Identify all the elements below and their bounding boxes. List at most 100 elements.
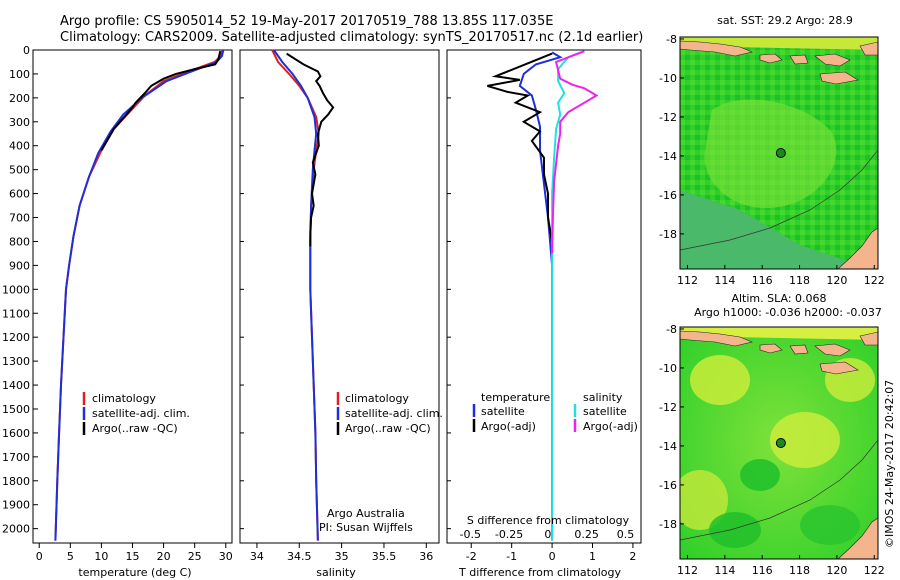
sla-green-blob-2 [709,512,761,548]
temperature-ytick-label: 100 [9,68,30,81]
salinity-xtick-label: 35 [335,550,349,563]
sla-map-xtick-label: 112 [677,564,698,577]
temperature-xtick-label: 5 [67,550,74,563]
sla-map-xtick-label: 120 [826,564,847,577]
sst-map-xtick-label: 112 [677,274,698,287]
sst-land-bali [759,53,783,64]
temperature-legend-climatology: climatology [92,392,156,405]
salinity-annotation-line1: Argo Australia [327,507,405,520]
temperature-panel: 0 5 10 15 20 25 300100200300400500600700800900… [2,44,233,579]
temperature-xtick-label: 25 [188,550,202,563]
temperature-ytick-label: 600 [9,188,30,201]
sla-green-blob-3 [800,505,860,545]
difference-top-tick-label: 0 [544,528,551,541]
sla-yellow-blob-1 [690,355,750,405]
sla-map-frame [679,326,879,560]
difference-legend-s-satellite: satellite [583,405,627,418]
difference-top-tick-label: -0.5 [460,528,481,541]
difference-series-1 [487,52,554,242]
difference-legend: temperature satellite Argo(-adj) salinit… [472,391,638,433]
temperature-ytick-label: 500 [9,164,30,177]
sst-land-australia [837,227,878,269]
sla-land-sumba [819,361,859,375]
sst-map-title: sat. SST: 29.2 Argo: 28.9 [717,14,853,27]
sla-map: Altim. SLA: 0.068 Argo h1000: -0.036 h20… [659,292,885,577]
difference-panel: -2 -1 0 1 2 -0.5 -0.25 0 0.25 0.5 temperature sat… [446,49,642,579]
temperature-xtick-label: 15 [126,550,140,563]
sst-map-xtick-label: 118 [789,274,810,287]
temperature-ytick-label: 400 [9,140,30,153]
sla-land-lombok [789,344,809,355]
temperature-ytick-label: 1200 [2,331,30,344]
sst-map-xtick-label: 122 [864,274,885,287]
sla-map-ytick-label: -14 [659,440,677,453]
temperature-ytick-label: 700 [9,212,30,225]
sst-map-ytick-label: -8 [666,33,677,46]
sla-yellow-blob-2 [770,412,840,468]
sla-map-subtitle: Argo h1000: -0.036 h2000: -0.037 [694,306,882,319]
sla-map-ytick-label: -12 [659,401,677,414]
sst-land-lombok [789,54,809,65]
difference-legend-temperature-title: temperature [481,391,550,404]
temperature-plot-frame [32,49,233,544]
temperature-ytick-label: 1900 [2,499,30,512]
sst-map: sat. SST: 29.2 Argo: 28.9 112 114 116 118 12… [659,14,885,287]
difference-plot-frame [446,49,642,544]
temperature-ytick-label: 1600 [2,427,30,440]
temperature-ytick-label: 800 [9,235,30,248]
sst-map-ytick-label: -12 [659,111,677,124]
difference-legend-t-argo: Argo(-adj) [481,420,536,433]
temperature-xtick-label: 20 [157,550,171,563]
sst-map-ytick-label: -18 [659,228,677,241]
salinity-legend-argo: Argo(..raw -QC) [345,422,431,435]
difference-xtick-label: 2 [629,550,636,563]
temperature-series-0 [54,49,223,541]
temperature-ytick-label: 1000 [2,283,30,296]
sst-map-ytick-label: -10 [659,72,677,85]
watermark: ©IMOS 24-May-2017 20:42:07 [883,380,896,548]
difference-xtick-label: 1 [589,550,596,563]
temperature-xtick-label: 10 [94,550,108,563]
sla-map-xtick-label: 118 [789,564,810,577]
salinity-panel: 34 34.5 35 35.5 36 climatology satellite-adj… [239,49,443,579]
sla-map-xtick-label: 122 [864,564,885,577]
difference-legend-salinity-title: salinity [583,391,623,404]
difference-series-0 [518,51,563,541]
difference-top-tick-label: 0.25 [574,528,599,541]
sla-green-blob-1 [740,459,780,491]
salinity-xtick-label: 34 [250,550,264,563]
temperature-ytick-label: 1700 [2,451,30,464]
sla-map-ytick-label: -16 [659,479,677,492]
sst-isobath [680,149,878,251]
sst-land-sumba [819,71,859,85]
temperature-xtick-label: 0 [36,550,43,563]
difference-series-2 [551,51,581,541]
sla-map-xtick-label: 114 [714,564,735,577]
difference-legend-t-satellite: satellite [481,405,525,418]
sla-map-xtick-label: 116 [752,564,773,577]
temperature-legend-argo: Argo(..raw -QC) [92,422,178,435]
sla-map-ytick-label: -8 [666,323,677,336]
difference-top-tick-label: 0.5 [617,528,635,541]
sla-map-title: Altim. SLA: 0.068 [731,292,826,305]
temperature-ytick-label: 300 [9,116,30,129]
sla-yellow-blob-3 [680,470,728,530]
temperature-ytick-label: 1300 [2,355,30,368]
sst-map-xtick-label: 120 [826,274,847,287]
salinity-xtick-label: 34.5 [287,550,312,563]
temperature-ytick-label: 1400 [2,379,30,392]
temperature-ytick-label: 2000 [2,523,30,536]
sla-land-bali [759,343,783,354]
salinity-xtick-label: 35.5 [372,550,397,563]
salinity-legend: climatology satellite-adj. clim. Argo(..… [336,392,443,435]
salinity-legend-climatology: climatology [345,392,409,405]
temperature-series-1 [54,49,225,541]
salinity-series-2 [286,52,335,247]
difference-top-tick-label: -0.25 [495,528,523,541]
header-line2: Climatology: CARS2009. Satellite-adjuste… [60,30,643,45]
sst-map-xtick-label: 114 [714,274,735,287]
temperature-ytick-label: 200 [9,92,30,105]
salinity-series-0 [271,49,320,541]
sst-land-sumbawa [814,53,851,67]
